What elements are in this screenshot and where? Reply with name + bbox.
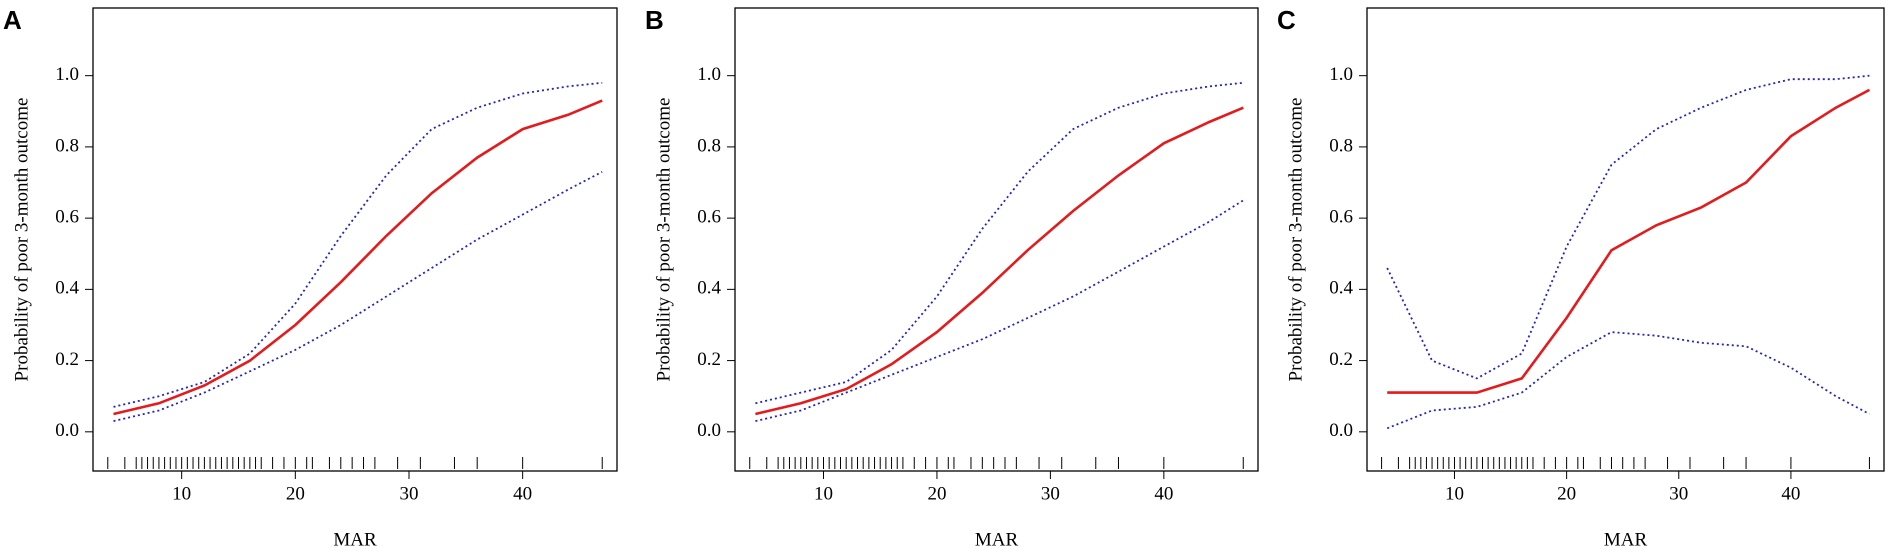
- x-tick-label: 10: [1445, 483, 1464, 504]
- x-tick-label: 30: [1669, 483, 1688, 504]
- y-tick-label: 0.0: [1329, 420, 1353, 441]
- y-axis-label: Probability of poor 3-month outcome: [1285, 98, 1306, 382]
- plot-frame: [92, 7, 618, 472]
- y-tick-label: 0.4: [1329, 278, 1353, 299]
- y-tick-label: 0.8: [697, 135, 721, 156]
- x-tick-label: 30: [399, 483, 418, 504]
- panel-label: C: [1277, 5, 1296, 35]
- y-tick-label: 0.2: [697, 349, 721, 370]
- ci-line: [113, 81, 603, 408]
- plot-frame: [734, 7, 1259, 472]
- panel-label: A: [3, 5, 22, 35]
- y-tick-label: 0.6: [55, 206, 79, 227]
- fit-line: [113, 99, 603, 416]
- x-tick-label: 20: [927, 483, 946, 504]
- ci-line: [755, 199, 1244, 422]
- y-tick-label: 0.0: [55, 420, 79, 441]
- y-tick-label: 0.4: [55, 278, 79, 299]
- y-axis-label: Probability of poor 3-month outcome: [653, 98, 674, 382]
- y-tick-label: 1.0: [1329, 64, 1353, 85]
- ci-line: [1386, 331, 1870, 430]
- y-tick-label: 0.8: [55, 135, 79, 156]
- y-axis-label: Probability of poor 3-month outcome: [11, 98, 32, 382]
- y-tick-label: 0.2: [55, 349, 79, 370]
- y-tick-label: 0.6: [1329, 206, 1353, 227]
- y-tick-label: 0.4: [697, 278, 721, 299]
- x-tick-label: 20: [1557, 483, 1576, 504]
- x-tick-label: 30: [1041, 483, 1060, 504]
- x-axis-label: MAR: [1604, 529, 1648, 550]
- x-tick-label: 10: [172, 483, 191, 504]
- x-tick-label: 10: [814, 483, 833, 504]
- plot-frame: [1366, 7, 1885, 472]
- panel-label: B: [645, 5, 664, 35]
- y-tick-label: 1.0: [55, 64, 79, 85]
- x-tick-label: 40: [1154, 483, 1173, 504]
- x-tick-label: 20: [286, 483, 305, 504]
- y-tick-label: 0.2: [1329, 349, 1353, 370]
- ci-line: [113, 171, 603, 422]
- x-axis-label: MAR: [975, 529, 1019, 550]
- ci-line: [1386, 74, 1870, 380]
- y-tick-label: 0.8: [1329, 135, 1353, 156]
- y-tick-label: 0.6: [697, 206, 721, 227]
- x-axis-label: MAR: [333, 529, 377, 550]
- y-tick-label: 0.0: [697, 420, 721, 441]
- fit-line: [1387, 88, 1871, 394]
- fit-line: [755, 106, 1244, 416]
- x-tick-label: 40: [513, 483, 532, 504]
- y-tick-label: 1.0: [697, 64, 721, 85]
- ci-line: [755, 81, 1244, 405]
- x-tick-label: 40: [1781, 483, 1800, 504]
